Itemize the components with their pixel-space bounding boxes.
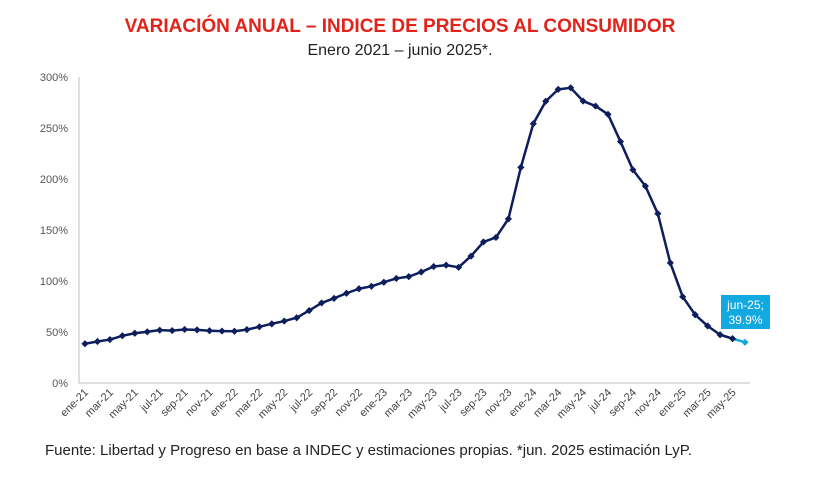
data-point: [442, 261, 450, 269]
data-point: [604, 110, 612, 118]
data-point: [641, 182, 649, 190]
callout-box: [721, 295, 770, 329]
data-point: [305, 306, 313, 315]
data-point: [405, 273, 413, 281]
y-tick-label: 300%: [40, 72, 68, 84]
data-point: [492, 233, 500, 242]
chart-subtitle: Enero 2021 – junio 2025*.: [307, 42, 493, 59]
series-line: [84, 86, 733, 345]
data-point: [504, 215, 512, 223]
data-point: [741, 338, 749, 346]
data-point: [430, 262, 438, 271]
source-note: Fuente: Libertad y Progreso en base a IN…: [45, 442, 693, 459]
data-point: [691, 311, 699, 319]
data-point: [268, 320, 276, 328]
data-point: [629, 166, 637, 174]
data-point: [255, 323, 263, 331]
data-point: [529, 120, 537, 128]
data-point: [243, 326, 251, 334]
data-point: [230, 327, 239, 335]
data-point: [131, 329, 139, 337]
data-point: [467, 252, 475, 260]
data-point: [181, 325, 189, 334]
data-point: [654, 210, 662, 218]
data-point: [616, 137, 625, 146]
data-point: [579, 97, 587, 105]
callout-label-value: 39.9%: [728, 313, 762, 327]
data-point: [293, 314, 301, 322]
data-point: [355, 285, 363, 293]
data-point: [666, 259, 674, 267]
data-point: [342, 289, 351, 297]
data-point: [118, 332, 126, 340]
data-point: [330, 294, 338, 302]
data-point: [81, 340, 89, 348]
y-tick-label: 0%: [52, 378, 68, 390]
last-value-callout: jun-25;39.9%: [721, 295, 770, 329]
y-tick-label: 200%: [40, 174, 68, 186]
y-tick-label: 50%: [46, 327, 68, 339]
line-chart: 0% 50% 100% 150% 200% 250% 300% ene-21mar-21ma…: [40, 72, 770, 421]
data-point: [106, 335, 114, 344]
data-point: [542, 97, 550, 105]
data-point: [93, 337, 102, 346]
data-point: [143, 328, 151, 336]
data-point: [567, 84, 575, 92]
data-point: [205, 327, 214, 335]
callout-label-date: jun-25;: [726, 298, 764, 312]
data-point: [716, 331, 724, 339]
data-point: [193, 326, 201, 334]
data-point: [591, 102, 600, 110]
data-point: [380, 278, 388, 286]
data-point: [156, 326, 164, 334]
x-axis-ticks: ene-21mar-21may-21jul-21sep-21nov-21ene-…: [58, 387, 738, 421]
y-axis-ticks: 0% 50% 100% 150% 200% 250% 300%: [40, 72, 68, 390]
data-point: [479, 238, 488, 246]
data-point: [218, 327, 226, 335]
y-tick-label: 150%: [40, 225, 68, 237]
data-point: [554, 85, 562, 93]
chart-title: VARIACIÓN ANUAL – INDICE DE PRECIOS AL C…: [124, 16, 676, 37]
data-point: [679, 293, 687, 301]
data-point: [392, 274, 400, 283]
data-point: [728, 335, 737, 343]
data-point: [454, 263, 463, 271]
data-point: [280, 317, 288, 325]
data-point: [168, 326, 176, 335]
plot-area: [81, 84, 749, 348]
data-point: [367, 282, 376, 290]
data-point: [417, 268, 425, 276]
y-tick-label: 100%: [40, 276, 68, 288]
data-point: [517, 163, 525, 171]
y-tick-label: 250%: [40, 123, 68, 135]
data-point: [318, 299, 326, 307]
chart-axes: [78, 77, 750, 384]
data-point: [704, 322, 712, 330]
